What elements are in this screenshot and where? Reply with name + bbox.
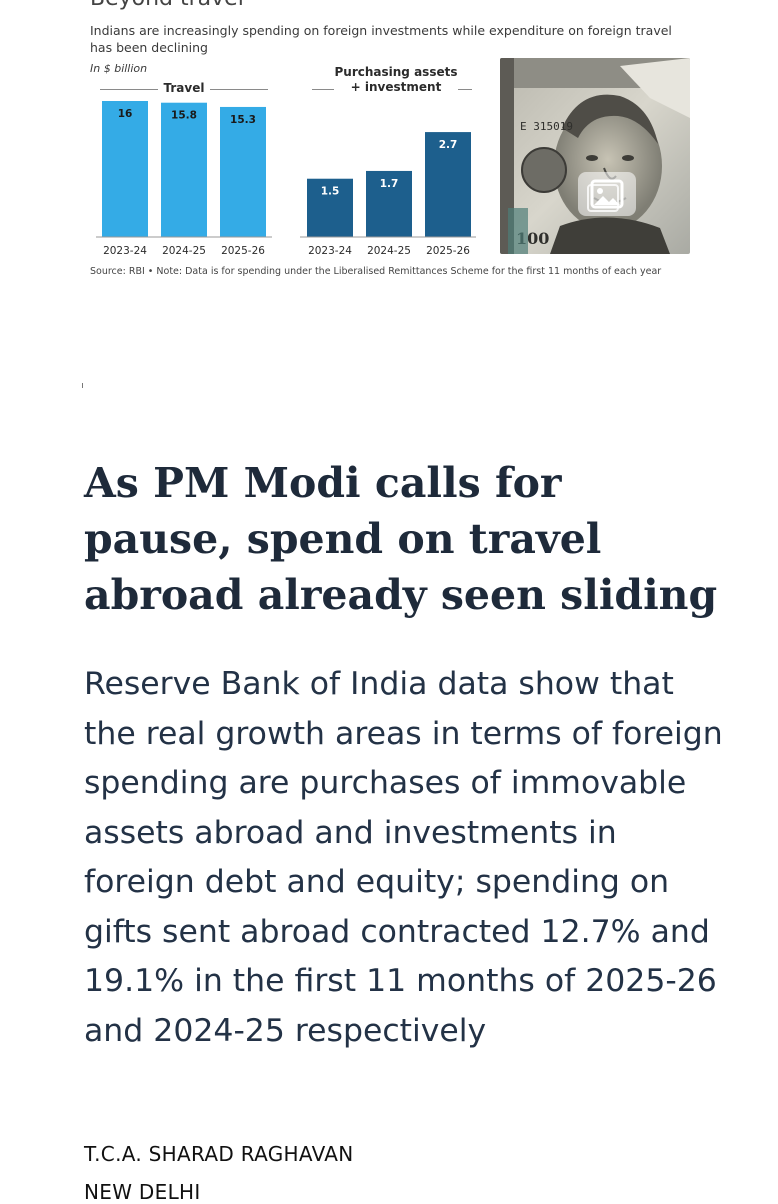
bar-value-label: 2.7 [439, 139, 458, 151]
bar-travel-2023-24 [102, 101, 148, 237]
bar-investment-2023-24 [307, 178, 353, 237]
category-tick-label: 2024-25 [367, 245, 411, 257]
article-dateline: NEW DELHI [84, 1180, 201, 1204]
article-summary: Reserve Bank of India data show that the… [84, 666, 723, 1049]
article-byline[interactable]: T.C.A. SHARAD RAGHAVAN [84, 1142, 354, 1166]
category-tick-label: 2025-26 [426, 245, 470, 257]
bar-value-label: 15.3 [230, 114, 256, 126]
bar-value-label: 15.8 [171, 110, 197, 122]
group-rule-right [210, 89, 268, 90]
bar-travel-2024-25 [161, 102, 207, 237]
svg-text:E 315019: E 315019 [520, 120, 573, 133]
category-tick-label: 2023-24 [308, 245, 352, 257]
investment-group-title: Purchasing assets + investment [334, 65, 458, 95]
category-tick-label: 2024-25 [162, 245, 206, 257]
travel-group-title: Travel [163, 81, 205, 95]
group-rule-left [100, 89, 158, 90]
chart-subtitle: Indians are increasingly spending on for… [90, 23, 672, 55]
category-tick-label: 2023-24 [103, 245, 147, 257]
category-tick-label: 2025-26 [221, 245, 265, 257]
gallery-icon [587, 179, 624, 212]
bar-value-label: 1.5 [321, 186, 340, 198]
bar-investment-2025-26 [425, 132, 471, 237]
divider-mark [82, 383, 83, 388]
investment-title-line-1: Purchasing assets [334, 65, 458, 79]
investment-title-line-2: + investment [350, 80, 442, 94]
banknote-image: E 315019 100 [500, 58, 690, 254]
article-headline[interactable]: As PM Modi calls for pause, spend on tra… [84, 459, 718, 619]
group-rule-left [312, 89, 334, 90]
chart-source-note: Source: RBI • Note: Data is for spending… [90, 266, 662, 277]
bar-value-label: 1.7 [380, 178, 399, 190]
bar-travel-2025-26 [220, 106, 266, 237]
infographic: Beyond travel Indians are increasingly s… [0, 0, 778, 290]
gallery-button[interactable] [578, 172, 636, 216]
group-rule-right [458, 89, 472, 90]
bar-investment-2024-25 [366, 170, 412, 237]
bar-chart: 16 2023-24 15.8 2024-25 15.3 2025-26 1.5 2023-2… [96, 101, 476, 257]
chart-unit: In $ billion [90, 62, 148, 75]
banknote-photo[interactable]: E 315019 100 [500, 58, 690, 254]
chart-title: Beyond travel [90, 0, 244, 11]
bar-value-label: 16 [118, 108, 133, 120]
